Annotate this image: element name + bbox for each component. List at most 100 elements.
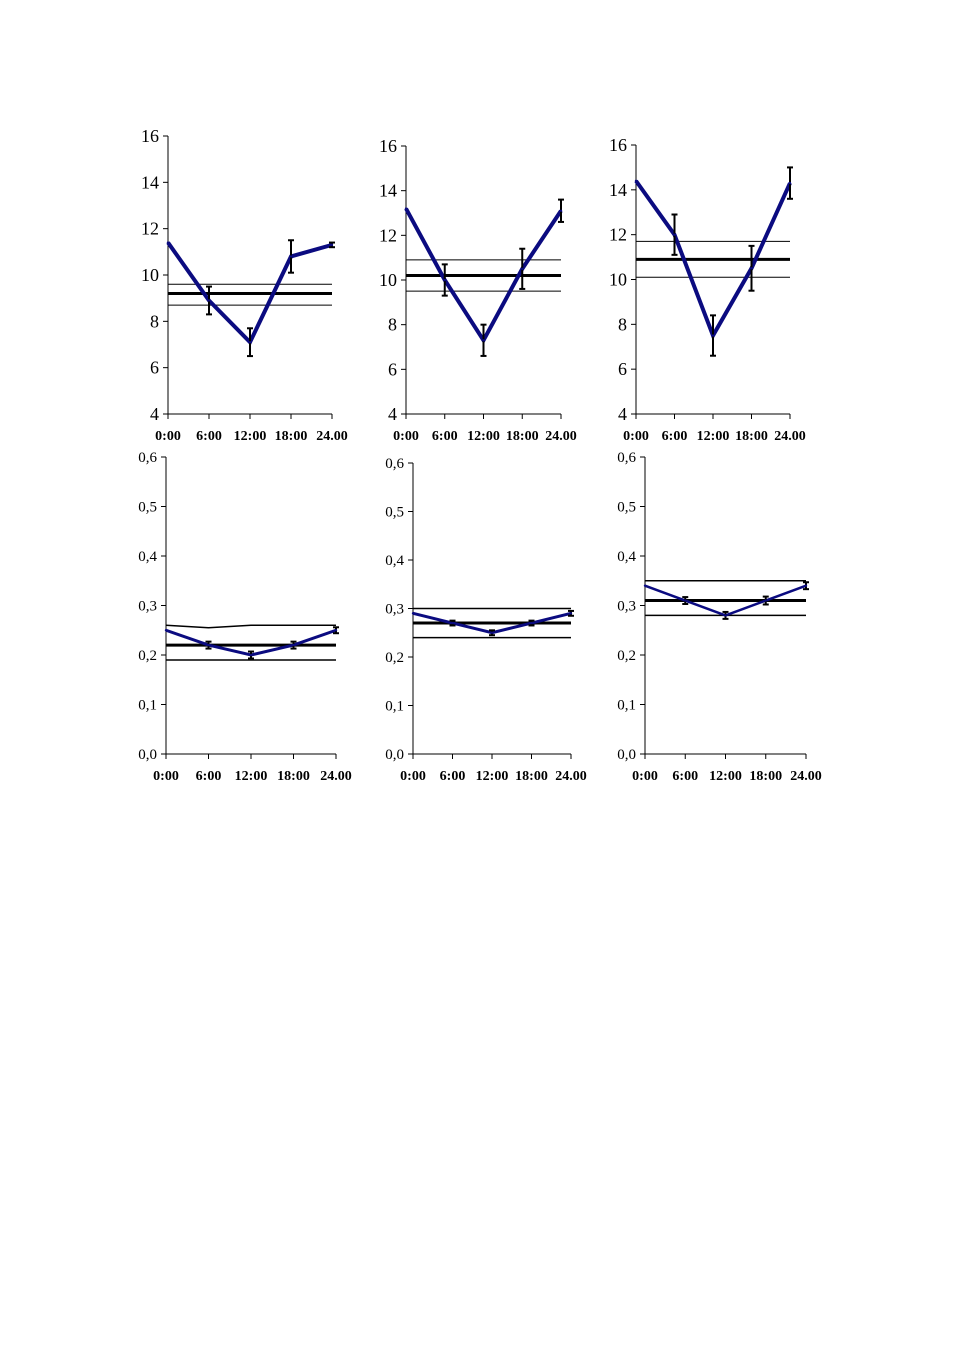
y-tick-label: 0,0 [617,747,636,763]
x-tick-label: 12:00 [476,769,509,784]
data-point [643,584,647,587]
x-tick-label: 24.00 [320,769,352,784]
band-upper-line [165,624,336,629]
x-tick-label: 18:00 [515,769,548,784]
y-tick-label: 0,6 [617,450,636,466]
x-tick-label: 12:00 [467,429,500,444]
data-point [330,243,334,247]
y-tick-label: 10 [609,269,627,289]
data-point [788,181,792,185]
y-tick-label: 12 [379,225,397,245]
y-tick-label: 4 [150,404,159,424]
y-tick-label: 0,2 [617,648,636,664]
y-tick-label: 0,1 [617,697,636,713]
x-tick-label: 24.00 [555,769,587,784]
x-tick-label: 18:00 [275,429,308,444]
y-tick-label: 0,3 [617,598,636,614]
y-tick-label: 0,1 [138,697,157,713]
y-tick-label: 0,4 [617,549,636,565]
x-tick-label: 6:00 [672,769,698,784]
x-tick-label: 0:00 [155,429,181,444]
y-tick-label: 14 [609,180,627,200]
y-tick-label: 0,0 [385,747,404,763]
y-tick-label: 0,3 [138,598,157,614]
data-point [443,278,446,282]
y-tick-label: 8 [388,315,397,335]
data-point [164,629,168,632]
chart-bottom-left: 0,0 0,1 0,2 0,3 0,4 0,5 0,6 0:00 6:00 12:00 18:00 2… [138,450,352,784]
data-point [207,299,211,302]
chart-top-left: 4 6 8 10 12 14 16 0:00 6:00 12:00 18:00 24.00 [141,126,348,444]
y-tick-label: 0,0 [138,747,157,763]
data-point [521,267,524,271]
data-point [634,179,638,183]
chart-bottom-right: 0,0 0,1 0,2 0,3 0,4 0,5 0,6 0:00 6:00 12:00 18:00 2… [617,450,822,784]
x-tick-label: 12:00 [697,429,730,444]
y-tick-label: 4 [618,404,627,424]
y-tick-label: 0,5 [617,499,636,515]
data-point [530,621,533,625]
y-tick-label: 10 [379,270,397,290]
y-tick-label: 0,2 [138,648,157,664]
x-tick-label: 6:00 [432,429,458,444]
data-point [804,584,808,587]
y-tick-label: 0,5 [385,504,404,520]
y-tick-label: 0,4 [385,553,404,569]
data-point [411,612,415,615]
y-tick-label: 0,3 [385,601,404,617]
data-point [764,599,767,602]
chart-bottom-middle: 0,0 0,1 0,2 0,3 0,4 0,5 0,6 0:00 6:00 12:00 18:00 2… [385,456,587,784]
data-point [166,241,170,244]
x-tick-label: 6:00 [196,429,222,444]
x-tick-label: 12:00 [235,769,268,784]
y-tick-label: 0,4 [138,549,157,565]
y-tick-label: 6 [388,359,397,379]
data-point [711,334,715,337]
x-tick-label: 12:00 [234,429,267,444]
data-point [404,207,408,210]
x-tick-label: 0:00 [393,429,419,444]
y-tick-label: 0,2 [385,650,404,666]
y-tick-label: 12 [141,219,159,239]
y-tick-label: 0,1 [385,698,404,714]
x-tick-label: 12:00 [709,769,742,784]
data-point [249,653,253,657]
y-tick-label: 10 [141,265,159,285]
data-point [724,614,727,617]
y-tick-label: 0,6 [385,456,404,472]
x-tick-label: 6:00 [440,769,466,784]
y-tick-label: 16 [379,136,397,156]
data-point [490,631,494,634]
y-tick-label: 0,5 [138,499,157,515]
data-point [289,255,293,258]
x-tick-label: 18:00 [749,769,782,784]
x-tick-label: 0:00 [632,769,658,784]
y-tick-label: 16 [609,135,627,155]
x-tick-label: 18:00 [735,429,768,444]
x-tick-label: 6:00 [196,769,222,784]
x-tick-label: 6:00 [662,429,688,444]
x-tick-label: 18:00 [277,769,310,784]
y-tick-label: 4 [388,404,397,424]
data-point [207,643,210,647]
x-tick-label: 24.00 [316,429,348,444]
chart-top-right: 4 6 8 10 12 14 16 0:00 6:00 12:00 18:00 24.00 [609,135,806,444]
data-point [292,643,295,647]
y-tick-label: 14 [379,181,397,201]
chart-top-middle: 4 6 8 10 12 14 16 0:00 6:00 12:00 18:00 24.00 [379,136,577,444]
data-point [482,339,485,342]
data-point [569,612,573,615]
y-tick-label: 16 [141,126,159,146]
data-point [684,599,687,602]
y-tick-label: 14 [141,172,159,192]
x-tick-label: 24.00 [774,429,806,444]
data-point [334,629,338,632]
x-tick-label: 0:00 [623,429,649,444]
data-point [750,267,753,270]
y-tick-label: 12 [609,225,627,245]
y-tick-label: 0,6 [138,450,157,466]
data-point [451,621,454,625]
data-point [559,209,563,212]
